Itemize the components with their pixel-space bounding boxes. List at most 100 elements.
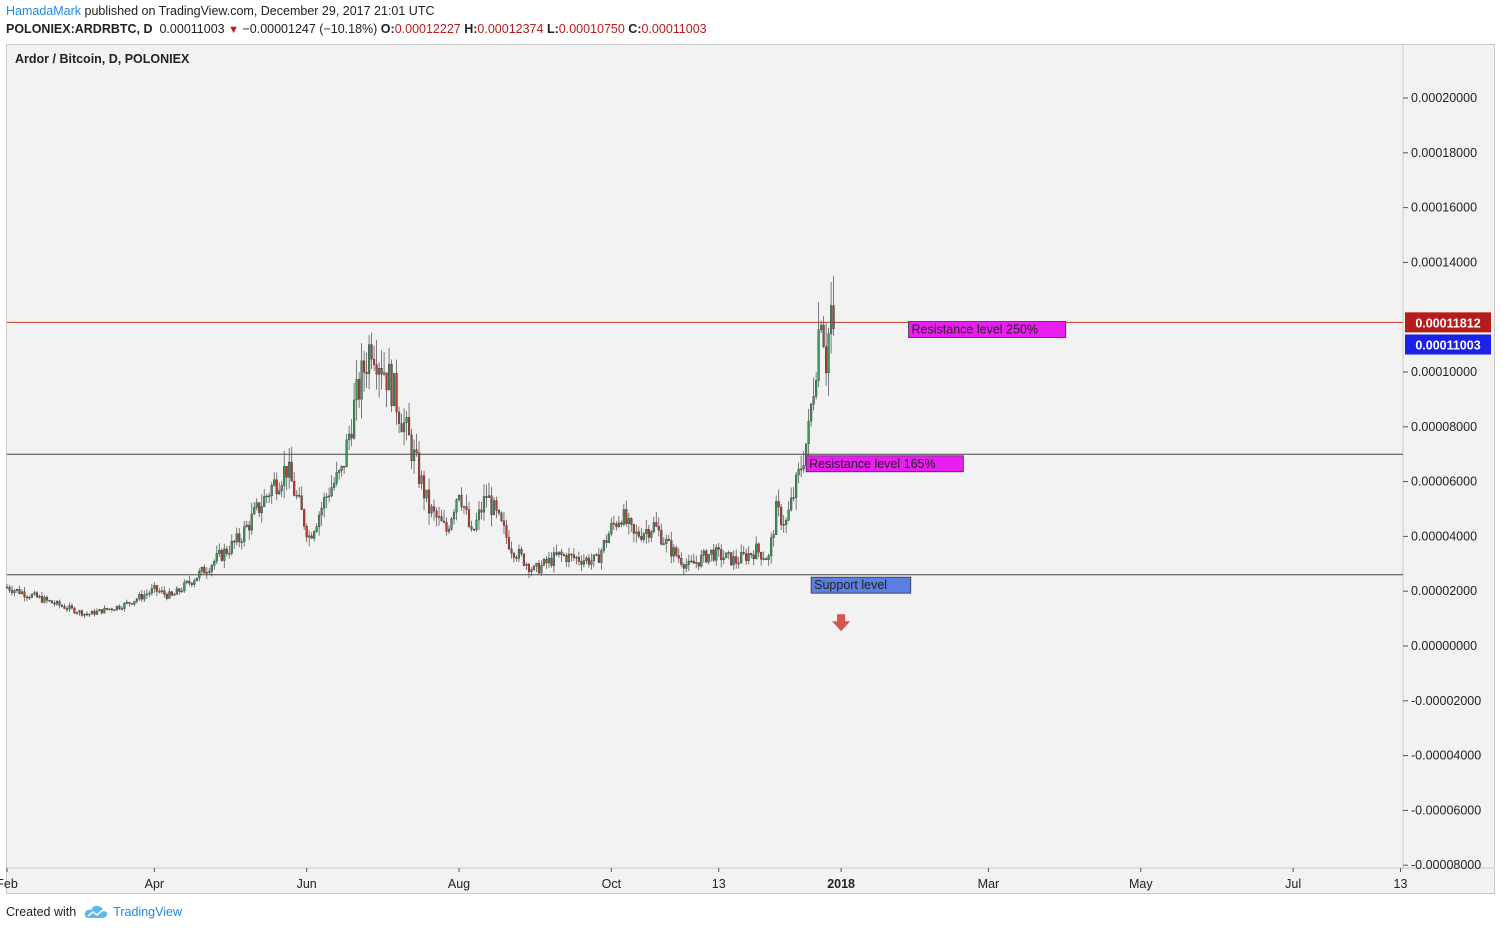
candle-body[interactable] xyxy=(610,522,613,535)
candle-body[interactable] xyxy=(205,572,208,574)
candle-body[interactable] xyxy=(532,565,536,571)
candle-body[interactable] xyxy=(795,474,798,498)
candle-body[interactable] xyxy=(745,553,748,561)
candle-body[interactable] xyxy=(615,523,618,527)
candle-body[interactable] xyxy=(245,524,248,527)
candle-body[interactable] xyxy=(692,560,695,564)
candle-body[interactable] xyxy=(707,554,710,563)
candle-body[interactable] xyxy=(138,594,141,600)
candle-body[interactable] xyxy=(545,558,548,564)
candle-body[interactable] xyxy=(570,553,573,556)
candle-body[interactable] xyxy=(485,496,488,498)
candle-body[interactable] xyxy=(340,466,343,471)
candle-body[interactable] xyxy=(437,516,441,518)
candle-body[interactable] xyxy=(680,558,683,565)
candle-body[interactable] xyxy=(687,560,690,565)
candle-body[interactable] xyxy=(60,605,64,607)
candle-body[interactable] xyxy=(822,324,825,347)
candle-body[interactable] xyxy=(712,549,715,561)
candle-body[interactable] xyxy=(285,466,288,478)
candle-body[interactable] xyxy=(717,547,720,550)
candle-body[interactable] xyxy=(757,543,760,553)
candle-body[interactable] xyxy=(123,603,126,609)
candle-body[interactable] xyxy=(88,613,91,616)
candle-body[interactable] xyxy=(283,466,286,486)
candle-body[interactable] xyxy=(15,588,19,591)
candle-body[interactable] xyxy=(268,495,271,498)
candle-body[interactable] xyxy=(665,538,668,544)
candle-body[interactable] xyxy=(562,554,565,556)
candle-body[interactable] xyxy=(542,558,545,566)
candle-body[interactable] xyxy=(30,594,34,598)
candle-body[interactable] xyxy=(20,591,24,594)
candle-body[interactable] xyxy=(208,571,211,573)
candle-body[interactable] xyxy=(780,506,783,525)
candle-body[interactable] xyxy=(323,497,326,509)
candle-body[interactable] xyxy=(550,557,553,566)
candle-body[interactable] xyxy=(725,552,728,559)
candle-body[interactable] xyxy=(825,346,828,373)
candle-body[interactable] xyxy=(38,596,41,598)
candle-body[interactable] xyxy=(238,533,241,543)
candle-body[interactable] xyxy=(260,506,263,513)
candle-body[interactable] xyxy=(140,594,143,600)
candle-body[interactable] xyxy=(632,524,635,534)
candle-body[interactable] xyxy=(178,588,181,592)
candle-body[interactable] xyxy=(233,540,236,543)
candle-body[interactable] xyxy=(85,613,88,616)
candle-body[interactable] xyxy=(467,509,471,527)
candle-body[interactable] xyxy=(647,529,650,538)
candle-body[interactable] xyxy=(625,509,628,524)
candle-body[interactable] xyxy=(155,585,158,592)
candle-body[interactable] xyxy=(410,434,413,461)
candle-body[interactable] xyxy=(580,561,583,565)
candle-body[interactable] xyxy=(642,533,645,540)
candle-body[interactable] xyxy=(760,552,763,560)
candle-body[interactable] xyxy=(525,564,528,566)
candle-body[interactable] xyxy=(832,305,835,329)
candle-body[interactable] xyxy=(482,496,486,513)
candle-body[interactable] xyxy=(333,483,336,488)
candle-body[interactable] xyxy=(522,553,526,566)
candle-body[interactable] xyxy=(213,560,216,566)
candle-body[interactable] xyxy=(827,333,830,373)
candle-body[interactable] xyxy=(650,531,653,538)
candle-body[interactable] xyxy=(360,360,363,400)
candle-body[interactable] xyxy=(120,608,123,610)
candle-body[interactable] xyxy=(255,502,258,508)
candle-body[interactable] xyxy=(185,580,188,583)
candle-body[interactable] xyxy=(527,564,531,573)
candle-body[interactable] xyxy=(520,549,523,555)
candle-body[interactable] xyxy=(35,592,39,598)
candle-body[interactable] xyxy=(457,495,461,500)
candle-body[interactable] xyxy=(770,537,773,557)
candle-body[interactable] xyxy=(180,590,183,593)
candle-body[interactable] xyxy=(280,485,283,492)
candle-body[interactable] xyxy=(592,554,595,561)
candle-body[interactable] xyxy=(125,601,128,604)
candle-body[interactable] xyxy=(225,548,228,554)
candle-body[interactable] xyxy=(537,563,541,574)
candle-body[interactable] xyxy=(425,489,428,499)
candle-body[interactable] xyxy=(218,550,221,554)
candle-body[interactable] xyxy=(635,531,638,534)
candle-body[interactable] xyxy=(23,591,26,598)
candle-body[interactable] xyxy=(790,497,793,511)
candle-body[interactable] xyxy=(417,452,421,484)
candle-body[interactable] xyxy=(53,602,56,605)
candle-body[interactable] xyxy=(263,496,266,507)
candle-body[interactable] xyxy=(670,540,673,557)
candle-body[interactable] xyxy=(90,610,93,615)
candle-body[interactable] xyxy=(830,305,833,334)
candle-body[interactable] xyxy=(682,564,685,569)
candle-body[interactable] xyxy=(737,562,740,565)
candle-body[interactable] xyxy=(782,524,785,526)
candle-body[interactable] xyxy=(160,590,163,592)
candle-body[interactable] xyxy=(388,363,391,391)
candle-body[interactable] xyxy=(600,550,603,563)
candle-body[interactable] xyxy=(742,552,745,554)
candle-body[interactable] xyxy=(672,547,675,557)
candle-body[interactable] xyxy=(40,596,44,603)
candle-body[interactable] xyxy=(617,522,620,527)
